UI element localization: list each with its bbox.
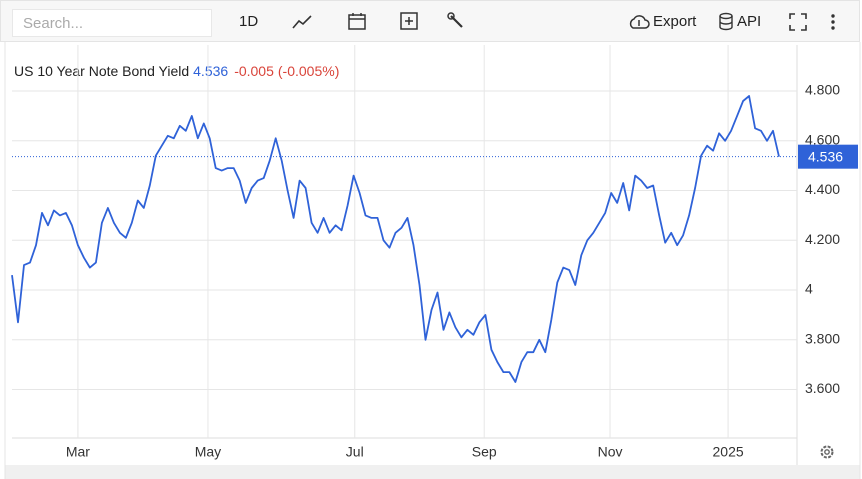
last-value-tag [798, 144, 858, 169]
settings-icon[interactable] [820, 445, 834, 459]
x-tick-label: Mar [66, 444, 90, 460]
legend: US 10 Year Note Bond Yield 4.536 -0.005 (-0… [14, 63, 339, 79]
export-icon[interactable] [627, 13, 651, 31]
menu-icon[interactable] [827, 12, 839, 32]
y-tick-label: 4.600 [805, 131, 840, 147]
series-line [11, 95, 780, 383]
y-tick-label: 4.800 [805, 82, 840, 98]
y-tick-label: 3.600 [805, 380, 840, 396]
y-tick-label: 3.800 [805, 330, 840, 346]
add-icon[interactable] [399, 11, 419, 31]
search-box[interactable]: Search... [12, 9, 212, 37]
chart-title: US 10 Year Note Bond Yield [14, 63, 189, 79]
x-tick-label: Nov [598, 444, 623, 460]
x-tick-label: Sep [472, 444, 497, 460]
line-style-icon[interactable] [291, 13, 313, 31]
calendar-icon[interactable] [347, 11, 367, 31]
last-value-tag-label: 4.536 [808, 148, 843, 164]
x-tick-label: 2025 [713, 444, 744, 460]
y-tick-label: 4.200 [805, 231, 840, 247]
api-button[interactable]: API [737, 13, 762, 30]
toolbar: Search... 1D Export API [0, 0, 860, 42]
x-tick-label: Jul [346, 444, 364, 460]
export-button[interactable]: Export [653, 13, 697, 30]
fullscreen-icon[interactable] [788, 12, 808, 32]
x-tick-label: May [195, 444, 221, 460]
change: -0.005 [234, 63, 274, 79]
chart: US 10 Year Note Bond Yield 4.536 -0.005 (-0… [4, 42, 861, 479]
interval-button[interactable]: 1D [239, 13, 259, 30]
last-value: 4.536 [193, 63, 228, 79]
api-icon[interactable] [718, 12, 734, 32]
footer-strip [5, 465, 860, 479]
change-percent: (-0.005%) [278, 63, 339, 79]
y-tick-label: 4.400 [805, 181, 840, 197]
y-tick-label: 4 [805, 281, 813, 297]
tools-icon[interactable] [446, 11, 466, 31]
